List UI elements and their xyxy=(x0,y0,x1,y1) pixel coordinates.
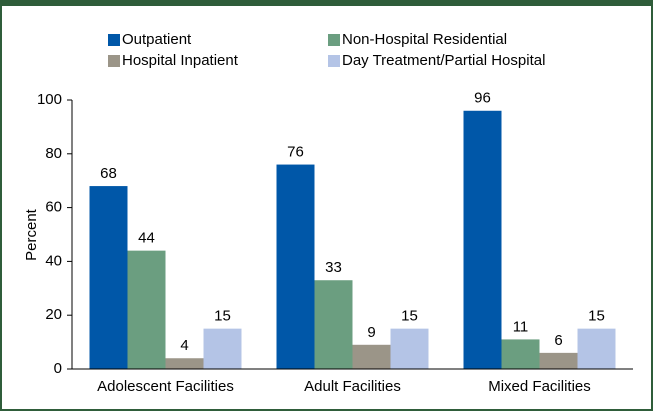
y-tick-label: 80 xyxy=(45,145,62,162)
y-tick-label: 0 xyxy=(54,360,62,377)
legend-label: Outpatient xyxy=(122,31,192,48)
legend-label: Hospital Inpatient xyxy=(122,52,239,69)
y-axis-label: Percent xyxy=(23,208,40,261)
data-label: 4 xyxy=(180,337,188,354)
legend-swatch xyxy=(108,34,120,46)
data-label: 15 xyxy=(401,308,418,325)
data-label: 44 xyxy=(138,230,155,247)
x-tick-label: Adult Facilities xyxy=(304,378,401,395)
y-tick-label: 100 xyxy=(37,91,62,108)
bar xyxy=(390,328,429,369)
data-label: 76 xyxy=(287,144,304,161)
legend-label: Non-Hospital Residential xyxy=(342,31,507,48)
y-tick-label: 40 xyxy=(45,252,62,269)
data-label: 6 xyxy=(554,332,562,349)
bar xyxy=(352,344,391,369)
bar xyxy=(463,110,502,369)
legend-swatch xyxy=(108,55,120,67)
legend-label: Day Treatment/Partial Hospital xyxy=(342,52,545,69)
bar xyxy=(577,328,616,369)
y-tick-label: 60 xyxy=(45,199,62,216)
x-tick-label: Mixed Facilities xyxy=(488,378,591,395)
bar xyxy=(501,339,540,369)
y-tick-label: 20 xyxy=(45,306,62,323)
legend-swatch xyxy=(328,55,340,67)
bar xyxy=(89,186,128,369)
bar xyxy=(539,352,578,369)
bar xyxy=(127,250,166,369)
data-label: 9 xyxy=(367,324,375,341)
x-tick-label: Adolescent Facilities xyxy=(97,378,234,395)
data-label: 33 xyxy=(325,259,342,276)
data-label: 15 xyxy=(214,308,231,325)
data-label: 15 xyxy=(588,308,605,325)
legend-swatch xyxy=(328,34,340,46)
top-bar xyxy=(0,0,653,6)
data-label: 68 xyxy=(100,165,117,182)
bar xyxy=(276,164,315,369)
data-label: 11 xyxy=(513,318,529,335)
bar xyxy=(165,358,204,369)
data-label: 96 xyxy=(474,90,491,107)
bar xyxy=(203,328,242,369)
bar xyxy=(314,280,353,369)
